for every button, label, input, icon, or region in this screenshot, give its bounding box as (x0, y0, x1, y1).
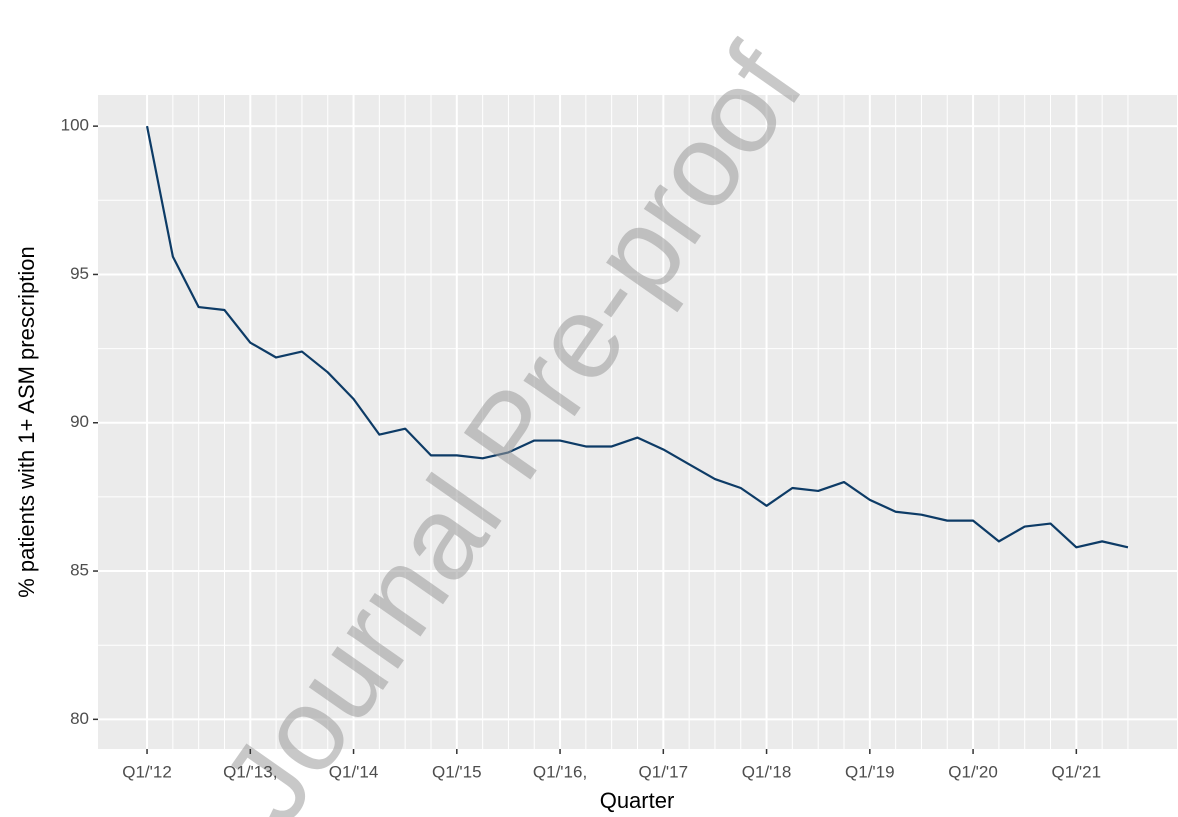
x-tick-label: Q1/'18 (742, 762, 792, 781)
y-tick-label: 100 (61, 116, 89, 135)
y-tick-label: 95 (70, 264, 89, 283)
x-tick-label: Q1/'13, (223, 762, 277, 781)
y-tick-label: 80 (70, 709, 89, 728)
x-tick-label: Q1/'14 (329, 762, 379, 781)
x-tick-label: Q1/'21 (1052, 762, 1102, 781)
x-tick-label: Q1/'20 (948, 762, 998, 781)
line (145, 125, 1129, 549)
x-tick-label: Q1/'19 (845, 762, 895, 781)
y-tick-label: 90 (70, 412, 89, 431)
x-tick-label: Q1/'15 (432, 762, 482, 781)
y-axis-title: % patients with 1+ ASM prescription (14, 246, 39, 598)
x-tick-label: Q1/'17 (639, 762, 689, 781)
y-tick-label: 85 (70, 561, 89, 580)
x-tick-label: Q1/'12 (122, 762, 172, 781)
x-axis-title: Quarter (600, 788, 675, 813)
x-tick-label: Q1/'16, (533, 762, 587, 781)
